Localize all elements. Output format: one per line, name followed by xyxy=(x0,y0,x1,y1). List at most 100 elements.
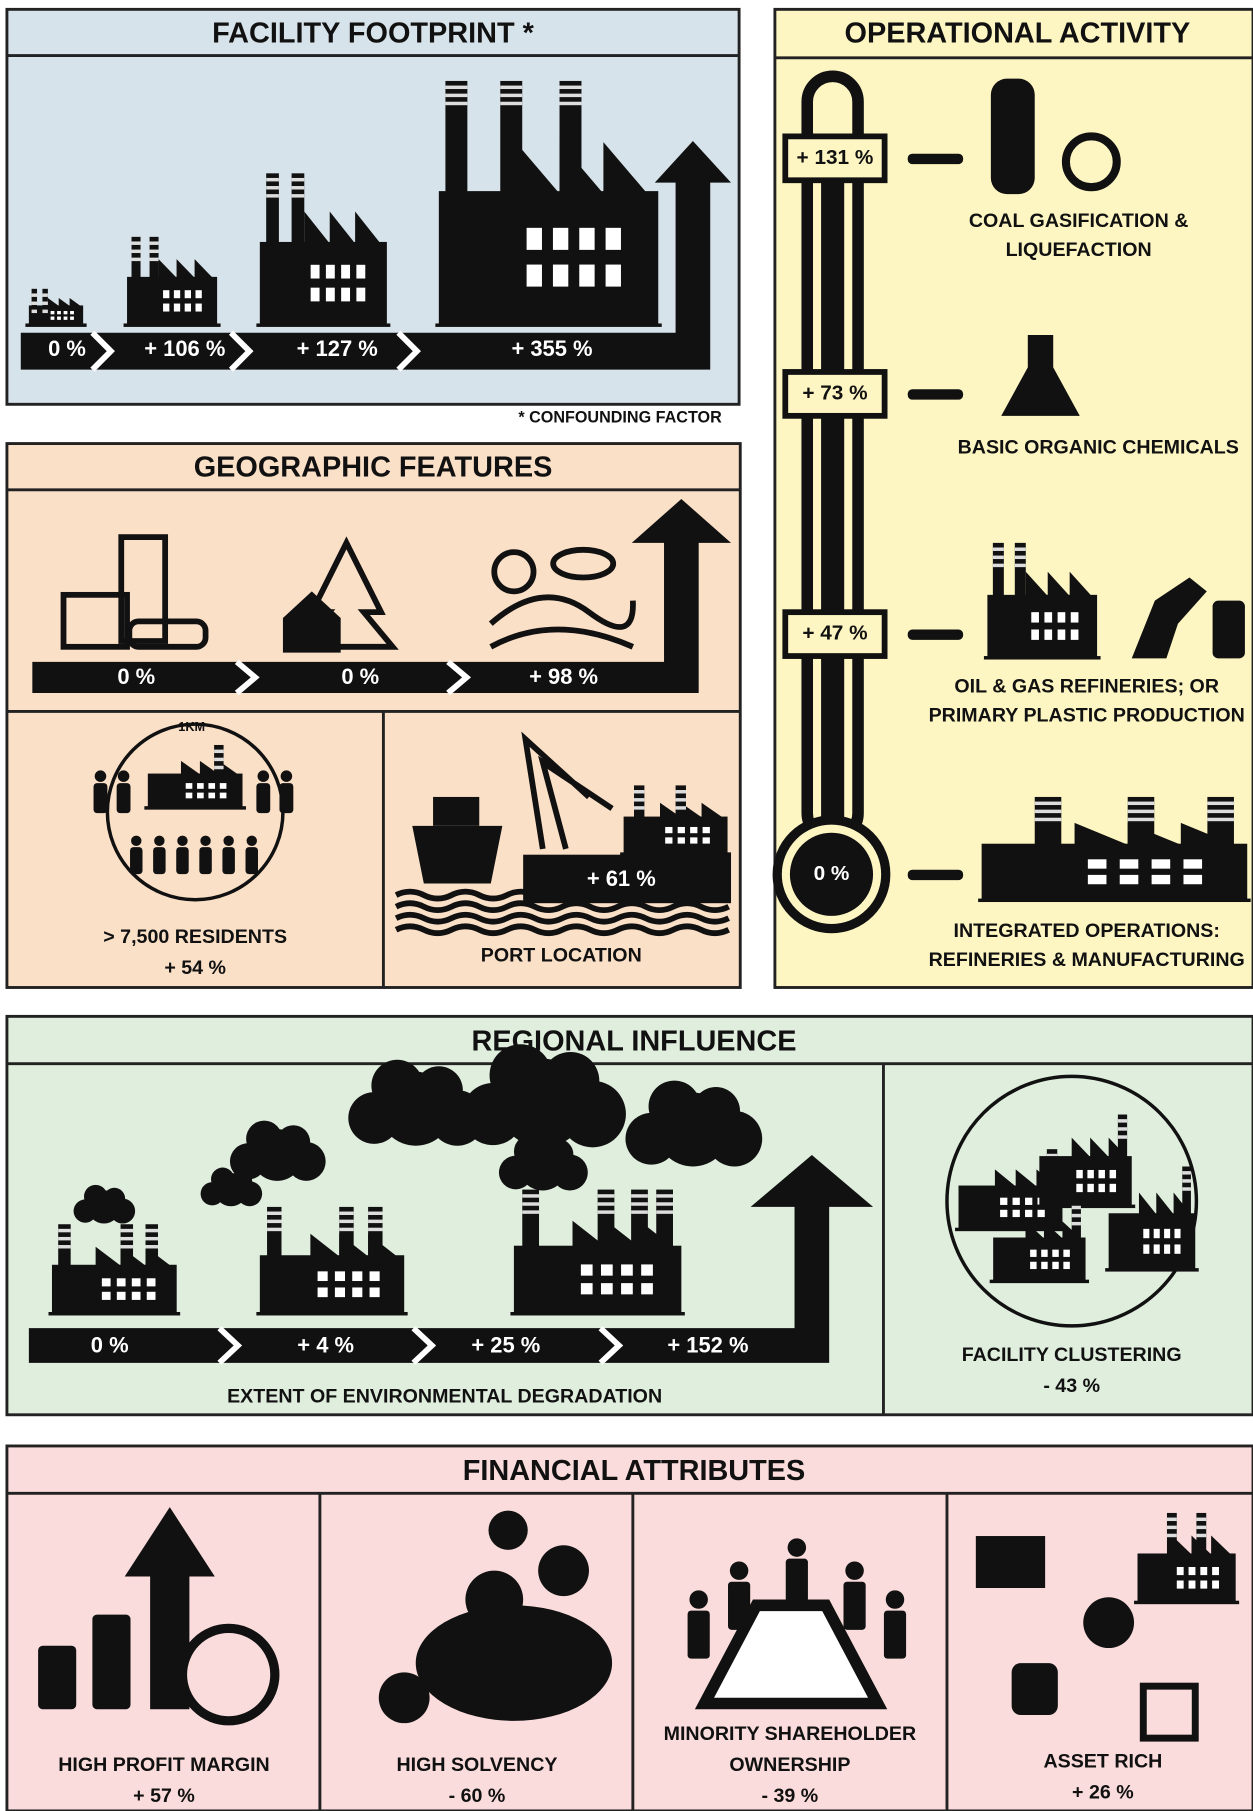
window xyxy=(606,228,621,250)
chimney-band xyxy=(121,1237,133,1240)
chimney xyxy=(522,1190,539,1315)
window xyxy=(102,1292,111,1300)
window xyxy=(703,827,710,833)
step-value: + 98 % xyxy=(529,664,598,689)
window xyxy=(186,793,193,799)
chimney-band xyxy=(368,1212,382,1215)
chimney xyxy=(500,81,522,326)
piggy xyxy=(416,1605,612,1720)
window xyxy=(163,290,169,298)
window xyxy=(527,265,542,287)
footnote: * CONFOUNDING FACTOR xyxy=(518,408,722,426)
window xyxy=(1000,1198,1007,1205)
chimney xyxy=(214,745,223,809)
window xyxy=(678,827,685,833)
chimney-band xyxy=(58,1245,70,1248)
smoke-puff xyxy=(104,1188,126,1210)
person-head xyxy=(281,770,293,782)
window xyxy=(1087,1184,1093,1192)
chimney-band xyxy=(676,798,686,801)
window xyxy=(1013,1210,1020,1217)
chimney-band xyxy=(1196,1518,1206,1521)
person-body xyxy=(884,1611,906,1659)
chimney-band xyxy=(1015,564,1026,567)
window xyxy=(311,288,320,302)
chimney-band xyxy=(146,1237,158,1240)
person-body xyxy=(117,783,131,813)
chimney-band xyxy=(676,806,686,809)
ground xyxy=(1134,1601,1239,1604)
window xyxy=(1164,1229,1170,1238)
window xyxy=(579,265,594,287)
chimney-band xyxy=(32,293,37,296)
window xyxy=(326,288,335,302)
step-value: + 127 % xyxy=(297,336,378,361)
person-head xyxy=(845,1561,863,1579)
chimney-band xyxy=(522,1202,539,1205)
window xyxy=(1088,859,1107,868)
lng-tank xyxy=(991,79,1035,194)
person-head xyxy=(154,836,164,846)
factory-body xyxy=(1138,1553,1236,1603)
window xyxy=(1154,1244,1160,1253)
chimney-band xyxy=(598,1202,615,1205)
chimney-band xyxy=(631,1210,648,1213)
chimney-band xyxy=(1015,556,1026,559)
person-body xyxy=(843,1582,865,1630)
window xyxy=(186,783,193,789)
chimney-band xyxy=(1207,818,1234,821)
chimney-band xyxy=(1015,548,1026,551)
ground xyxy=(144,806,246,809)
window xyxy=(553,265,568,287)
chimney xyxy=(445,81,467,326)
residents-label: > 7,500 RESIDENTS xyxy=(103,926,287,948)
chimney-band xyxy=(1118,1135,1127,1138)
section-title: FINANCIAL ATTRIBUTES xyxy=(463,1455,806,1487)
level-connector xyxy=(908,389,963,399)
window xyxy=(1098,1184,1104,1192)
chimney-band xyxy=(368,1228,382,1231)
chimney xyxy=(634,785,644,854)
chimney-band xyxy=(267,1212,281,1215)
window xyxy=(1063,1262,1069,1269)
level-value: + 47 % xyxy=(802,622,867,645)
chimney xyxy=(656,1190,673,1315)
step-value: 0 % xyxy=(91,1332,129,1357)
chimney xyxy=(1015,543,1026,658)
chimney-band xyxy=(292,186,305,189)
worker xyxy=(1083,1597,1134,1648)
person-head xyxy=(118,770,130,782)
level-connector xyxy=(908,629,963,639)
chimney xyxy=(631,1190,648,1315)
ship-cabin xyxy=(433,797,479,826)
person-body xyxy=(130,847,142,874)
chimney-band xyxy=(292,178,305,181)
section-title: GEOGRAPHIC FEATURES xyxy=(194,452,553,484)
chimney xyxy=(676,785,686,854)
chimney-band xyxy=(445,86,467,89)
window xyxy=(1152,859,1171,868)
ground xyxy=(49,1312,181,1315)
chimney-band xyxy=(598,1194,615,1197)
window xyxy=(356,265,365,279)
chimney xyxy=(598,1190,615,1315)
person-head xyxy=(730,1561,748,1579)
window xyxy=(1098,1170,1104,1178)
chimney-band xyxy=(500,94,522,97)
person-body xyxy=(199,847,211,874)
chimney-band xyxy=(132,241,141,244)
item-label: HIGH PROFIT MARGIN xyxy=(58,1754,270,1776)
window xyxy=(1189,1567,1196,1575)
window xyxy=(581,1264,593,1275)
window xyxy=(703,837,710,843)
infographic: FACILITY FOOTPRINT * * CONFOUNDING FACTO… xyxy=(0,0,1253,1811)
chimney-band xyxy=(445,94,467,97)
section-title: REGIONAL INFLUENCE xyxy=(472,1026,797,1058)
chimney-band xyxy=(1182,1179,1191,1182)
step-value: + 25 % xyxy=(471,1332,540,1357)
step-value: + 355 % xyxy=(511,336,592,361)
window xyxy=(64,311,68,314)
chimney-band xyxy=(1072,1222,1081,1225)
item-value: - 39 % xyxy=(762,1785,819,1807)
window xyxy=(1000,1210,1007,1217)
